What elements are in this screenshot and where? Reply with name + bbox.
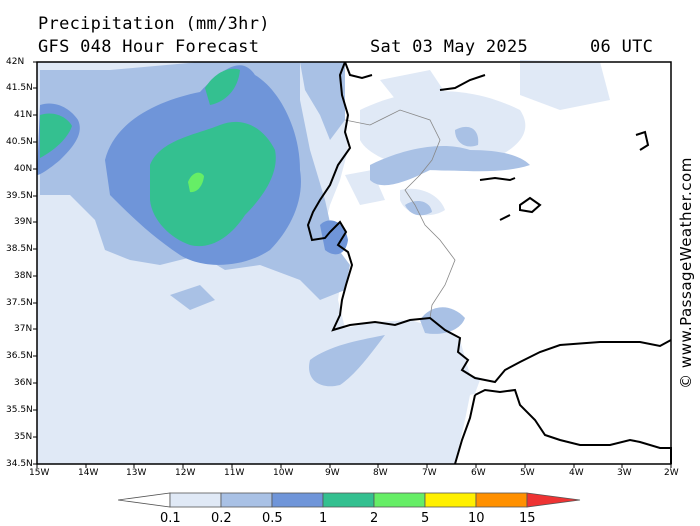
lat-label: 36.5N xyxy=(6,351,33,361)
lat-label: 41N xyxy=(14,110,33,120)
lat-label: 38.5N xyxy=(6,244,33,254)
legend-swatch xyxy=(322,492,375,508)
lat-label: 36N xyxy=(14,378,33,388)
legend-value: 5 xyxy=(421,511,430,526)
watermark-text: © www.PassageWeather.com xyxy=(677,157,695,389)
legend-value: 10 xyxy=(468,511,485,526)
lon-label: 12W xyxy=(175,468,196,478)
forecast-date: Sat 03 May 2025 xyxy=(370,37,529,57)
legend-swatch xyxy=(169,492,222,508)
legend-value: 0.1 xyxy=(160,511,181,526)
lat-label: 40N xyxy=(14,164,33,174)
lon-label: 15W xyxy=(29,468,50,478)
lat-label: 37N xyxy=(14,324,33,334)
legend-swatch xyxy=(373,492,426,508)
lat-label: 35.5N xyxy=(6,405,33,415)
lon-label: 4W xyxy=(569,468,584,478)
axis-ticks xyxy=(33,61,672,468)
legend-swatch-lowest xyxy=(118,492,171,508)
watermark: © www.PassageWeather.com xyxy=(671,148,700,398)
precip-band-2 xyxy=(188,172,204,193)
legend-value: 0.2 xyxy=(211,511,232,526)
lat-label: 40.5N xyxy=(6,137,33,147)
lat-label: 38N xyxy=(14,271,33,281)
map-frame xyxy=(36,61,672,465)
lat-label: 42N xyxy=(6,57,25,67)
country-borders xyxy=(344,109,456,319)
lon-label: 2W xyxy=(664,468,679,478)
forecast-subtitle: GFS 048 Hour Forecast xyxy=(38,37,260,57)
legend-value: 15 xyxy=(519,511,536,526)
lon-label: 14W xyxy=(78,468,99,478)
lon-label: 9W xyxy=(325,468,340,478)
legend-swatch xyxy=(424,492,477,508)
legend-swatch xyxy=(220,492,273,508)
lat-label: 34.5N xyxy=(6,459,33,469)
lon-label: 5W xyxy=(520,468,535,478)
lat-label: 35N xyxy=(14,432,33,442)
lon-label: 6W xyxy=(471,468,486,478)
legend-swatch xyxy=(475,492,528,508)
map-title: Precipitation (mm/3hr) xyxy=(38,14,270,34)
lon-label: 13W xyxy=(126,468,147,478)
legend-value: 0.5 xyxy=(262,511,283,526)
lon-label: 7W xyxy=(422,468,437,478)
legend-value: 2 xyxy=(370,511,379,526)
lon-label: 10W xyxy=(273,468,294,478)
legend-swatch-highest xyxy=(526,492,581,508)
lon-label: 11W xyxy=(224,468,245,478)
legend-swatch xyxy=(271,492,324,508)
forecast-time: 06 UTC xyxy=(590,37,654,57)
lat-label: 41.5N xyxy=(6,83,33,93)
lon-label: 3W xyxy=(617,468,632,478)
lat-label: 39N xyxy=(14,217,33,227)
lat-label: 37.5N xyxy=(6,298,33,308)
legend-value: 1 xyxy=(319,511,328,526)
color-legend xyxy=(118,492,581,508)
coastlines xyxy=(306,61,672,465)
lon-label: 8W xyxy=(373,468,388,478)
lat-label: 39.5N xyxy=(6,191,33,201)
precip-band-1 xyxy=(40,68,276,247)
